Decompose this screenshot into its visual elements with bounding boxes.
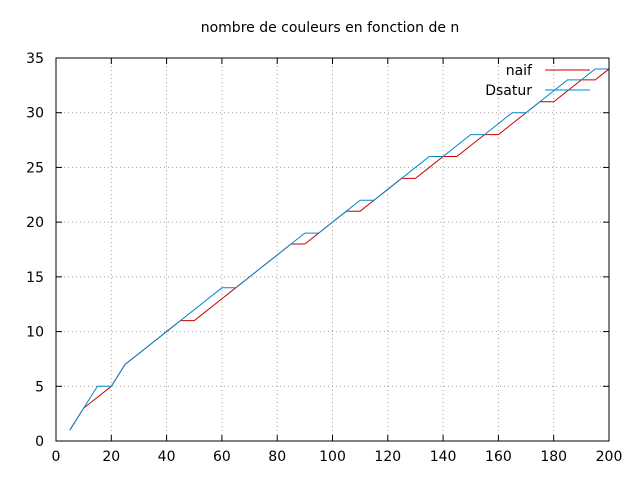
series-line-dsatur [70,69,609,430]
x-tick-label: 160 [485,449,512,465]
grid-lines [56,58,609,441]
y-tick-label: 15 [26,270,44,286]
y-tick-label: 30 [26,106,44,122]
plot-frame [56,58,609,441]
y-tick-label: 35 [26,51,44,67]
legend-label-naif: naif [506,63,533,79]
x-tick-label: 100 [319,449,346,465]
x-tick-label: 60 [213,449,231,465]
x-tick-label: 0 [52,449,61,465]
series-layer [70,69,609,430]
x-tick-label: 80 [268,449,286,465]
x-tick-label: 40 [158,449,176,465]
x-tick-label: 200 [596,449,623,465]
series-line-naif [70,69,609,430]
y-tick-label: 10 [26,325,44,341]
x-tick-label: 140 [430,449,457,465]
y-tick-label: 25 [26,160,44,176]
y-tick-label: 20 [26,215,44,231]
y-tick-label: 5 [35,379,44,395]
x-tick-label: 180 [540,449,567,465]
chart-title: nombre de couleurs en fonction de n [201,20,460,36]
legend: naif Dsatur [485,63,590,99]
x-tick-label: 120 [374,449,401,465]
x-tick-label: 20 [102,449,120,465]
y-tick-label: 0 [35,434,44,450]
legend-label-dsatur: Dsatur [485,83,532,99]
